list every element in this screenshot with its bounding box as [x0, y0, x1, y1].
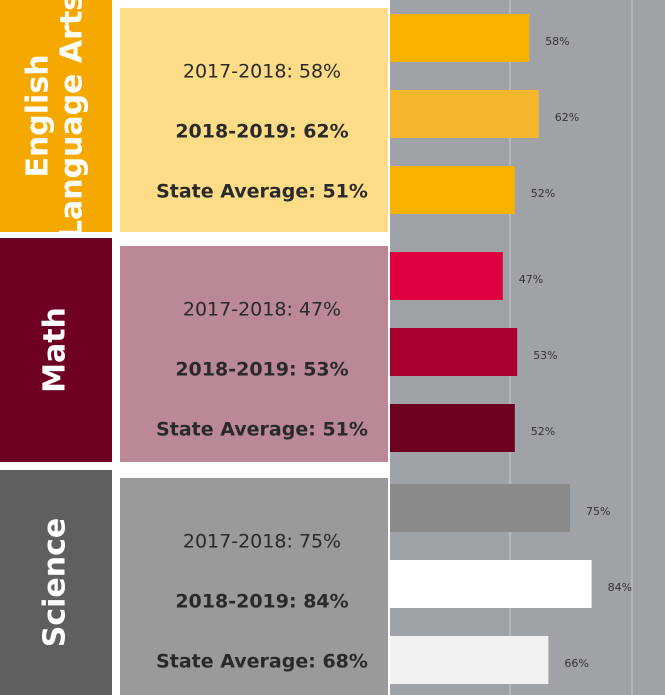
- section-label: Math: [38, 307, 73, 393]
- value-label: 47%: [519, 273, 543, 286]
- bar: [390, 166, 515, 214]
- value-label: 66%: [564, 657, 588, 670]
- row-text: 2018-2019: 84%: [175, 591, 348, 613]
- bar: [390, 252, 503, 300]
- section-label-bg: [0, 470, 112, 695]
- bar: [390, 328, 518, 376]
- section-label-bg: [0, 238, 112, 462]
- text-panel: [120, 8, 388, 232]
- value-label: 62%: [555, 111, 579, 124]
- value-label: 84%: [608, 581, 632, 594]
- value-label: 52%: [531, 425, 555, 438]
- value-label: 58%: [545, 35, 569, 48]
- bar: [390, 404, 515, 452]
- bar: [390, 90, 539, 138]
- section-label: Science: [38, 518, 73, 648]
- section-label-bg: [0, 0, 112, 232]
- row-text: 2018-2019: 53%: [175, 359, 348, 381]
- value-label: 52%: [531, 187, 555, 200]
- row-text: 2017-2018: 47%: [183, 299, 341, 321]
- row-text: 2017-2018: 75%: [183, 531, 341, 553]
- section-label: English: [21, 54, 56, 177]
- row-text: State Average: 51%: [156, 181, 368, 203]
- row-text: State Average: 51%: [156, 419, 368, 441]
- row-text: 2018-2019: 62%: [175, 121, 348, 143]
- bar: [390, 560, 592, 608]
- value-label: 75%: [586, 505, 610, 518]
- text-panel: [120, 478, 388, 695]
- value-label: 53%: [533, 349, 557, 362]
- bar: [390, 636, 549, 684]
- bar: [390, 14, 530, 62]
- row-text: State Average: 68%: [156, 651, 368, 673]
- row-text: 2017-2018: 58%: [183, 61, 341, 83]
- text-panel: [120, 246, 388, 462]
- bar: [390, 484, 570, 532]
- section-label: Language Arts: [55, 0, 90, 239]
